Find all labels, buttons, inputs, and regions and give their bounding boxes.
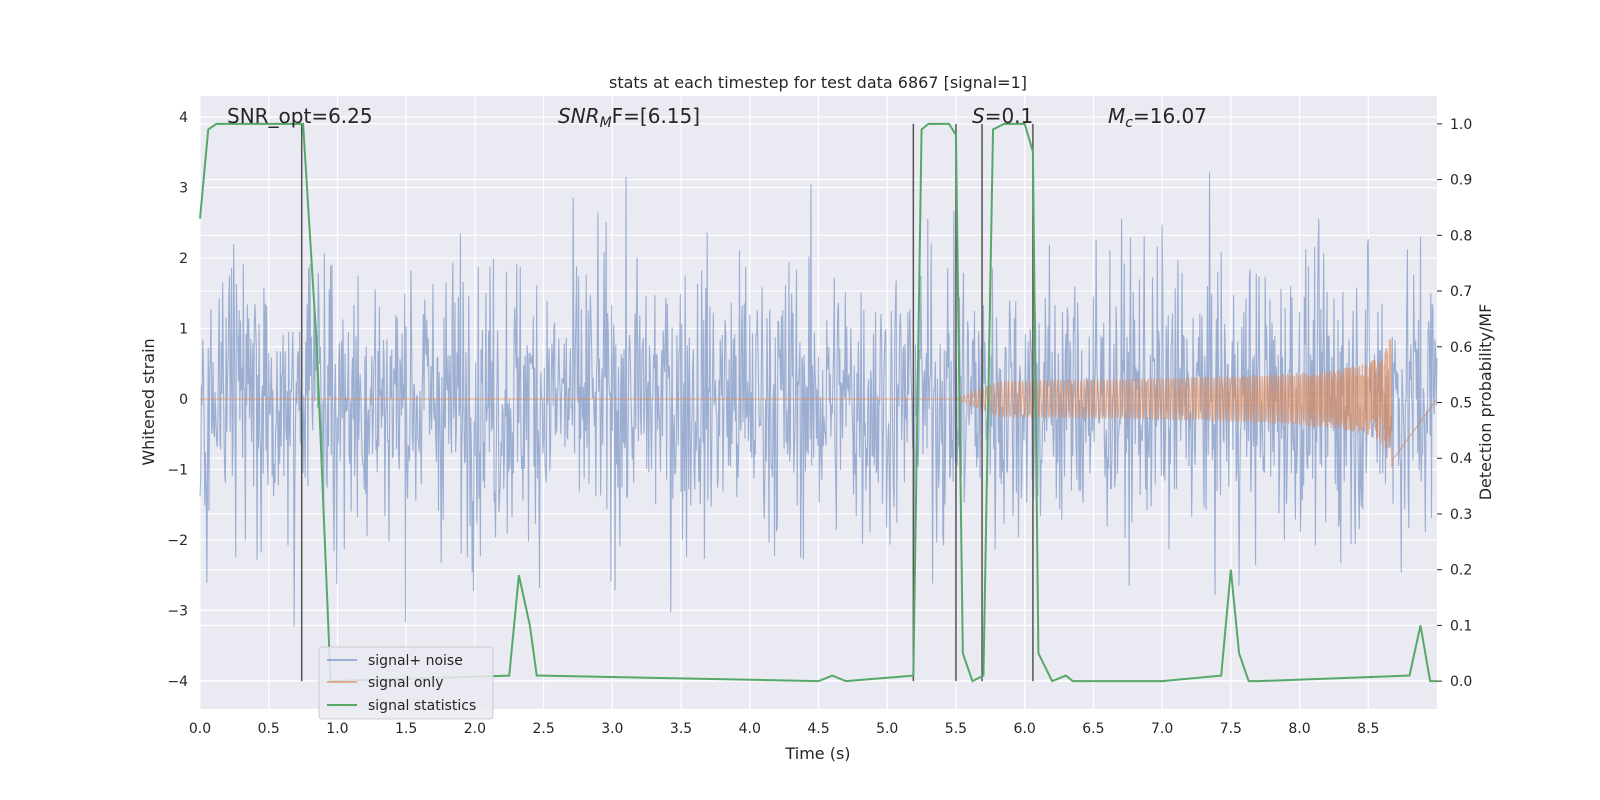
- annotation-snr-mf: SNRMF=[6.15]: [558, 104, 700, 131]
- y-right-tick-label: 0.7: [1450, 284, 1472, 300]
- y-right-tick-label: 1.0: [1450, 117, 1472, 133]
- x-tick-label: 2.5: [532, 721, 554, 737]
- y-left-tick-label: −3: [167, 603, 188, 619]
- y-left-tick-label: 3: [179, 181, 188, 197]
- legend-box: [318, 646, 494, 720]
- legend-label-signal-statistics: signal statistics: [368, 698, 476, 714]
- y-right-tick-label: 0.0: [1450, 674, 1472, 690]
- y-left-tick-label: 2: [179, 251, 188, 267]
- x-tick-label: 5.5: [945, 721, 967, 737]
- annotation-mc-main: M: [1108, 104, 1125, 128]
- signal-noise-series: [199, 172, 1438, 627]
- x-tick-label: 1.0: [326, 721, 348, 737]
- y-left-tick-label: 0: [179, 392, 188, 408]
- y-left-tick-label: −4: [167, 674, 188, 690]
- x-tick-label: 7.0: [1151, 721, 1173, 737]
- y-left-tick-label: 1: [179, 322, 188, 338]
- y-axis-left-title: Whitened strain: [139, 338, 158, 465]
- annotation-snr-mf-tail: F=[6.15]: [612, 104, 700, 128]
- annotation-s: S=0.1: [972, 104, 1033, 128]
- x-tick-label: 2.0: [464, 721, 486, 737]
- y-right-tick-label: 0.8: [1450, 228, 1472, 244]
- annotation-s-main: S: [972, 104, 985, 128]
- chart-title: stats at each timestep for test data 686…: [609, 73, 1027, 92]
- annotation-snr-mf-main: SNR: [558, 104, 600, 128]
- y-right-tick-label: 0.9: [1450, 173, 1472, 189]
- x-tick-label: 4.0: [739, 721, 761, 737]
- y-left-tick-label: −1: [167, 462, 188, 478]
- y-left-tick-label: 4: [179, 110, 188, 126]
- y-axis-right-title: Detection probability/MF: [1476, 304, 1495, 501]
- y-right-tick-label: 0.2: [1450, 563, 1472, 579]
- y-right-tick-label: 0.1: [1450, 618, 1472, 634]
- vertical-markers: [300, 123, 1034, 682]
- y-right-tick-label: 0.5: [1450, 396, 1472, 412]
- y-left-tick-label: −2: [167, 533, 188, 549]
- y-axis-left-ticks: 4 3 2 1 0 −1 −2 −3 −4: [167, 110, 188, 690]
- legend: signal+ noise signal only signal statist…: [318, 646, 494, 720]
- x-tick-label: 8.0: [1288, 721, 1310, 737]
- y-right-tick-label: 0.3: [1450, 507, 1472, 523]
- annotations: SNR_opt=6.25 SNRMF=[6.15] S=0.1 Mc=16.07: [227, 104, 1207, 131]
- x-tick-label: 3.0: [601, 721, 623, 737]
- legend-label-signal-only: signal only: [368, 675, 443, 691]
- y-right-tick-label: 0.6: [1450, 340, 1472, 356]
- annotation-mc-sub: c: [1125, 115, 1133, 131]
- signal-only-series: [200, 339, 1438, 468]
- x-tick-label: 0.0: [189, 721, 211, 737]
- x-tick-label: 1.5: [395, 721, 417, 737]
- legend-label-signal-noise: signal+ noise: [368, 653, 463, 669]
- annotation-mc: Mc=16.07: [1108, 104, 1207, 131]
- signal-only-line: [200, 339, 1438, 468]
- signal-noise-line: [199, 172, 1438, 627]
- x-tick-label: 5.0: [876, 721, 898, 737]
- x-tick-label: 6.0: [1014, 721, 1036, 737]
- x-tick-label: 3.5: [670, 721, 692, 737]
- x-tick-label: 8.5: [1357, 721, 1379, 737]
- y-right-tick-label: 0.4: [1450, 451, 1472, 467]
- x-tick-label: 7.5: [1220, 721, 1242, 737]
- x-tick-label: 4.5: [807, 721, 829, 737]
- annotation-snr-opt: SNR_opt=6.25: [227, 104, 373, 128]
- x-axis-title: Time (s): [784, 744, 850, 763]
- x-tick-label: 6.5: [1082, 721, 1104, 737]
- x-axis-ticks: 0.0 0.5 1.0 1.5 2.0 2.5 3.0 3.5 4.0 4.5 5.0 5.5 6.0 6…: [189, 721, 1380, 737]
- x-tick-label: 0.5: [258, 721, 280, 737]
- annotation-s-tail: =0.1: [985, 104, 1034, 128]
- annotation-snr-mf-sub: M: [600, 115, 612, 131]
- y-axis-right-ticks: 1.0 0.9 0.8 0.7 0.6 0.5 0.4 0.3 0.2 0.1 0.0: [1437, 117, 1472, 690]
- annotation-mc-tail: =16.07: [1133, 104, 1207, 128]
